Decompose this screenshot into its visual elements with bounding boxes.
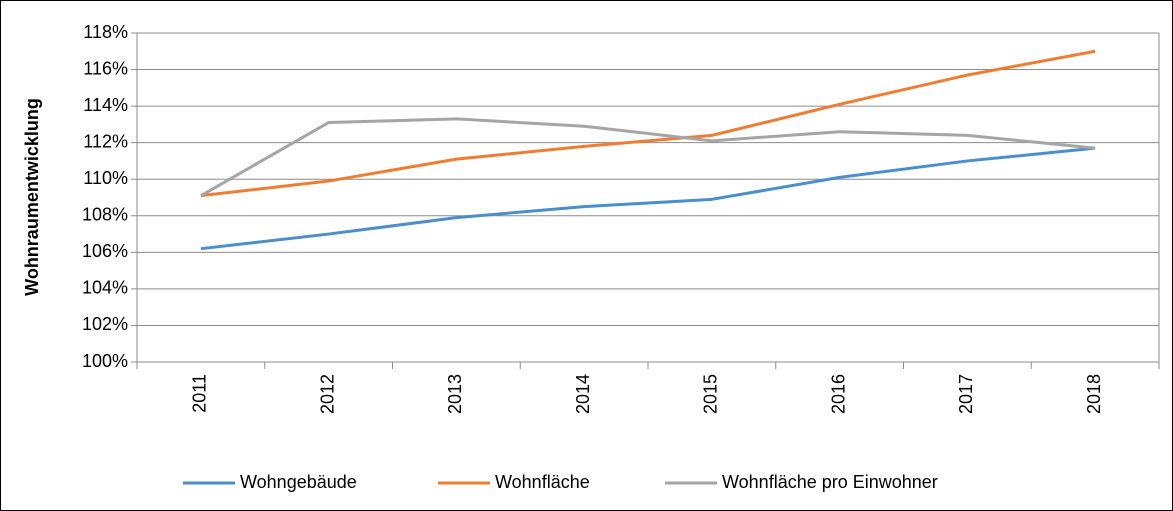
series-line [200, 117, 1096, 197]
series-line [200, 146, 1096, 251]
y-tick-label: 106% [82, 241, 128, 261]
x-tick-label: 2012 [317, 374, 337, 414]
y-tick-label: 102% [82, 314, 128, 334]
legend-label: Wohngebäude [240, 472, 357, 492]
x-tick-label: 2017 [956, 374, 976, 414]
y-tick-label: 114% [83, 95, 128, 115]
x-tick-label: 2014 [573, 374, 593, 414]
x-tick-label: 2016 [828, 374, 848, 414]
series-line [200, 49, 1096, 198]
x-tick-label: 2011 [190, 374, 210, 413]
x-tick-label: 2015 [701, 374, 721, 414]
legend-label: Wohnfläche pro Einwohner [722, 472, 938, 492]
y-axis-label: Wohnraumentwicklung [22, 98, 42, 296]
x-tick-label: 2018 [1084, 374, 1104, 414]
y-tick-label: 112% [83, 131, 128, 151]
y-tick-label: 116% [83, 58, 128, 78]
x-tick-label: 2013 [445, 374, 465, 414]
y-tick-label: 104% [82, 278, 128, 298]
y-tick-label: 108% [82, 205, 128, 225]
y-tick-label: 110% [83, 168, 128, 188]
y-tick-label: 118% [83, 22, 128, 42]
legend-label: Wohnfläche [495, 472, 590, 492]
y-tick-label: 100% [82, 351, 128, 371]
